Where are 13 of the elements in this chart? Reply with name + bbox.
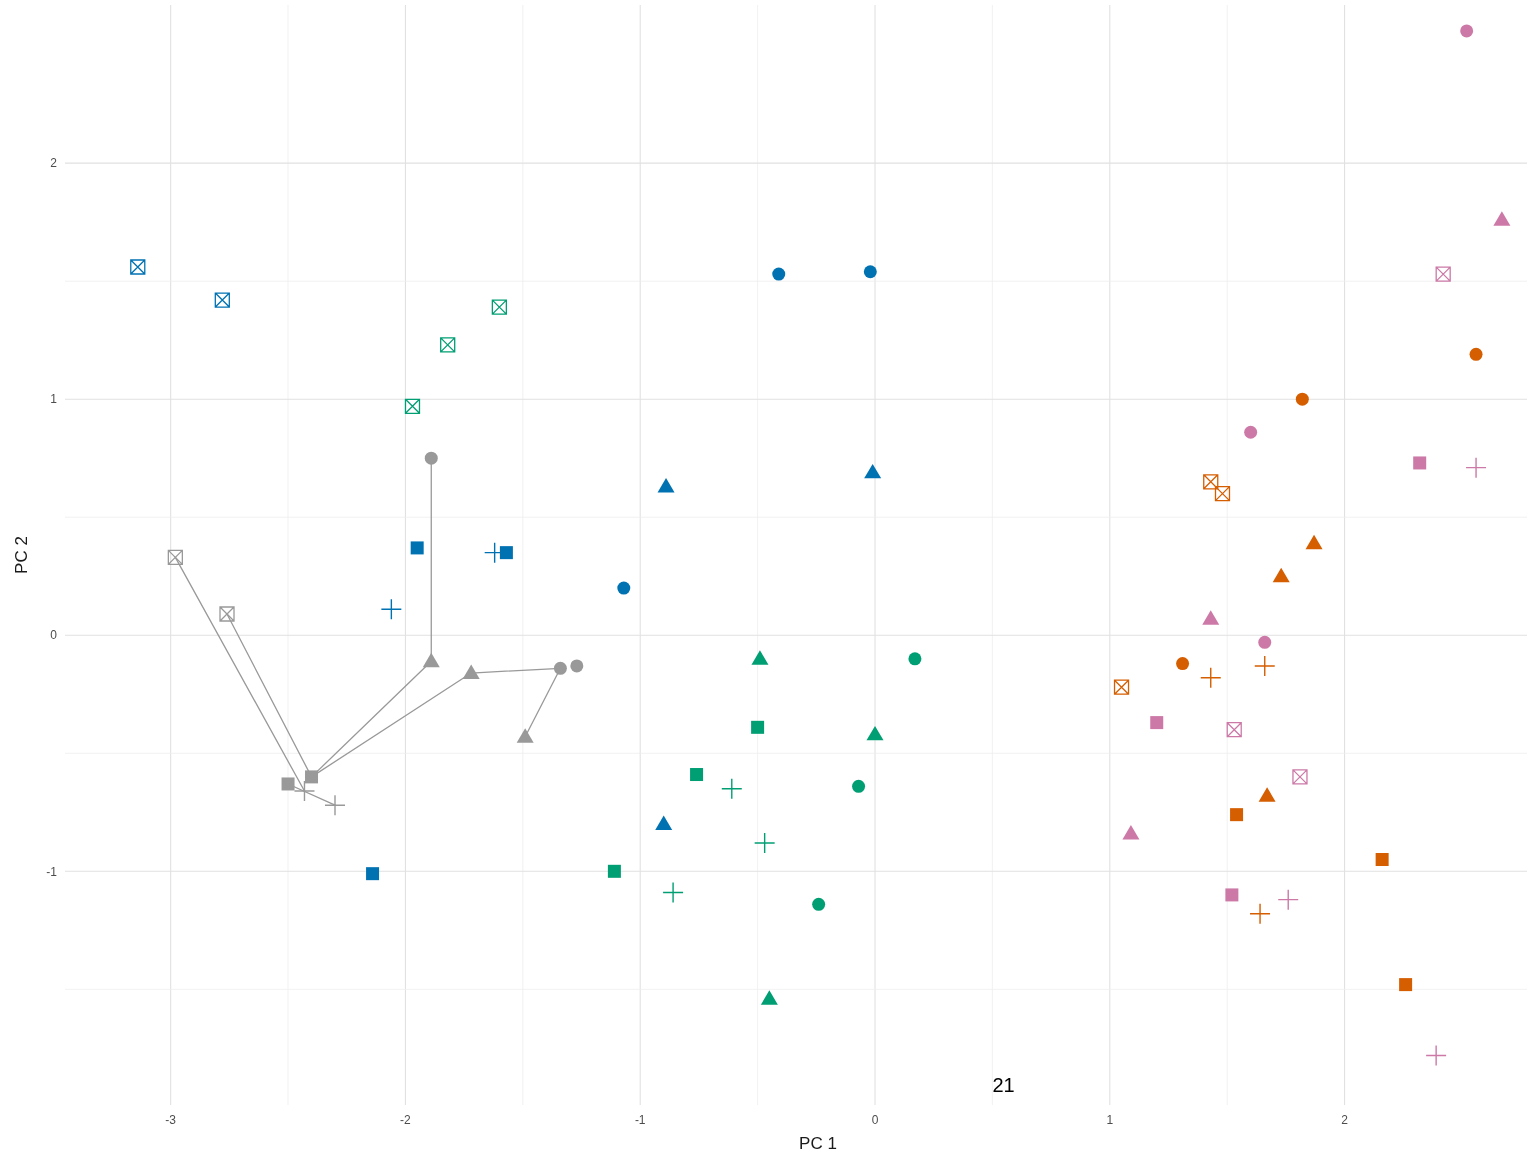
y-tick-label: 0: [50, 628, 58, 643]
x-tick-label: 0: [871, 1113, 879, 1127]
y-axis-title: PC 2: [12, 536, 31, 574]
x-tick-label: 2: [1341, 1113, 1349, 1127]
x-tick-label: -2: [400, 1113, 412, 1127]
x-tick-label: -3: [165, 1113, 177, 1127]
x-tick-label: 1: [1106, 1113, 1114, 1127]
x-axis-title: PC 1: [799, 1134, 837, 1153]
y-tick-label: 1: [50, 392, 58, 407]
annotation: 21: [992, 1074, 1015, 1096]
y-tick-label: -1: [46, 864, 58, 879]
y-tick-label: 2: [50, 156, 58, 171]
x-tick-label: -1: [634, 1113, 646, 1127]
